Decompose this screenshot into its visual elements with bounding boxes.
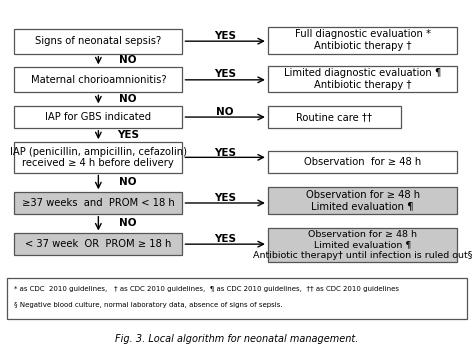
- FancyBboxPatch shape: [14, 142, 182, 173]
- Text: Maternal chorioamnionitis?: Maternal chorioamnionitis?: [30, 75, 166, 85]
- Text: Routine care ††: Routine care ††: [296, 112, 372, 122]
- FancyBboxPatch shape: [268, 27, 457, 54]
- Text: Observation for ≥ 48 h
Limited evaluation ¶: Observation for ≥ 48 h Limited evaluatio…: [306, 189, 419, 211]
- FancyBboxPatch shape: [7, 278, 467, 319]
- Text: NO: NO: [119, 177, 137, 187]
- Text: IAP (penicillin, ampicillin, cefazolin)
received ≥ 4 h before delivery: IAP (penicillin, ampicillin, cefazolin) …: [10, 146, 187, 168]
- Text: YES: YES: [214, 31, 236, 41]
- FancyBboxPatch shape: [14, 106, 182, 128]
- FancyBboxPatch shape: [14, 67, 182, 92]
- FancyBboxPatch shape: [268, 106, 401, 128]
- FancyBboxPatch shape: [268, 228, 457, 262]
- Text: Observation  for ≥ 48 h: Observation for ≥ 48 h: [304, 157, 421, 167]
- Text: NO: NO: [119, 94, 137, 104]
- Text: < 37 week  OR  PROM ≥ 18 h: < 37 week OR PROM ≥ 18 h: [25, 239, 172, 249]
- Text: NO: NO: [119, 218, 137, 228]
- Text: NO: NO: [217, 107, 234, 117]
- Text: ≥37 weeks  and  PROM < 18 h: ≥37 weeks and PROM < 18 h: [22, 198, 175, 208]
- FancyBboxPatch shape: [268, 66, 457, 92]
- Text: YES: YES: [214, 69, 236, 79]
- Text: Observation for ≥ 48 h
Limited evaluation ¶
Antibiotic therapy† until infection : Observation for ≥ 48 h Limited evaluatio…: [253, 230, 472, 260]
- Text: YES: YES: [214, 147, 236, 158]
- Text: NO: NO: [119, 55, 137, 65]
- FancyBboxPatch shape: [14, 29, 182, 54]
- Text: * as CDC  2010 guidelines,   † as CDC 2010 guidelines,  ¶ as CDC 2010 guidelines: * as CDC 2010 guidelines, † as CDC 2010 …: [14, 286, 399, 292]
- Text: Signs of neonatal sepsis?: Signs of neonatal sepsis?: [35, 36, 162, 46]
- FancyBboxPatch shape: [268, 151, 457, 173]
- Text: YES: YES: [214, 234, 236, 244]
- FancyBboxPatch shape: [14, 192, 182, 214]
- Text: Full diagnostic evaluation *
Antibiotic therapy †: Full diagnostic evaluation * Antibiotic …: [295, 29, 430, 51]
- FancyBboxPatch shape: [268, 187, 457, 214]
- Text: § Negative blood culture, normal laboratory data, absence of signs of sepsis.: § Negative blood culture, normal laborat…: [14, 302, 283, 308]
- Text: Limited diagnostic evaluation ¶
Antibiotic therapy †: Limited diagnostic evaluation ¶ Antibiot…: [284, 68, 441, 90]
- Text: IAP for GBS indicated: IAP for GBS indicated: [46, 112, 151, 122]
- Text: Fig. 3. Local algorithm for neonatal management.: Fig. 3. Local algorithm for neonatal man…: [115, 334, 359, 344]
- FancyBboxPatch shape: [14, 233, 182, 255]
- Text: YES: YES: [214, 193, 236, 203]
- Text: YES: YES: [117, 130, 139, 140]
